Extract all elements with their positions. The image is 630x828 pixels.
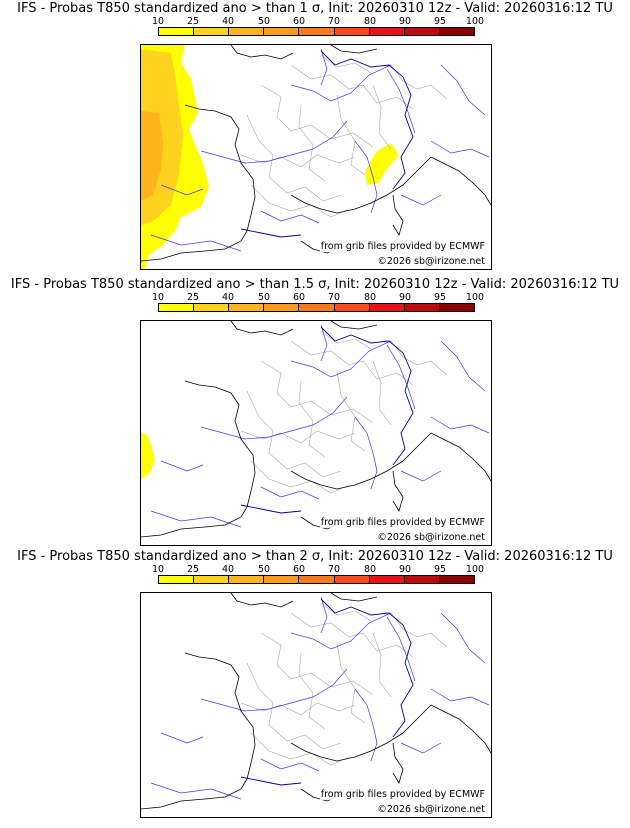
colorbar-swatch	[404, 576, 440, 583]
source-note: from grib files provided by ECMWF	[319, 789, 486, 800]
probability-fill	[141, 45, 399, 269]
colorbar-tick-label: 40	[221, 564, 235, 575]
colorbar-tick-label: 10	[151, 16, 165, 27]
panel-3: IFS - Probas T850 standardized ano > tha…	[0, 548, 630, 820]
map-frame: from grib files provided by ECMWF ©2026 …	[140, 592, 492, 818]
colorbar-tick-label: 10	[151, 292, 165, 303]
copyright: ©2026 sb@irizone.net	[376, 256, 486, 267]
colorbar-labels: 10 25 40 50 60 70 80 90 95 100	[152, 292, 484, 303]
probability-area-provence	[365, 143, 399, 185]
map-canvas	[141, 321, 491, 538]
map-frame: from grib files provided by ECMWF ©2026 …	[140, 320, 492, 546]
colorbar	[158, 27, 475, 36]
colorbar-swatch	[334, 28, 370, 35]
source-note: from grib files provided by ECMWF	[319, 241, 486, 252]
colorbar-tick-label: 80	[363, 16, 377, 27]
colorbar-tick-label: 70	[327, 16, 341, 27]
colorbar-swatch	[439, 576, 474, 583]
panel-title: IFS - Probas T850 standardized ano > tha…	[10, 277, 620, 292]
colorbar-tick-label: 60	[292, 16, 306, 27]
colorbar-tick-label: 95	[433, 16, 447, 27]
coastlines	[141, 593, 491, 810]
colorbar-labels: 10 25 40 50 60 70 80 90 95 100	[152, 16, 484, 27]
country-borders	[240, 50, 414, 238]
rivers	[150, 48, 490, 252]
copyright: ©2026 sb@irizone.net	[376, 804, 486, 815]
colorbar-swatch	[159, 304, 195, 311]
colorbar-tick-label: 60	[292, 564, 306, 575]
admin-boundaries	[240, 330, 448, 494]
colorbar-labels: 10 25 40 50 60 70 80 90 95 100	[152, 564, 484, 575]
map-canvas	[141, 45, 491, 269]
colorbar-tick-label: 70	[327, 292, 341, 303]
admin-boundaries	[240, 54, 448, 218]
colorbar-tick-label: 100	[465, 16, 485, 27]
source-note: from grib files provided by ECMWF	[319, 517, 486, 528]
colorbar	[158, 303, 475, 312]
colorbar-tick-label: 95	[433, 564, 447, 575]
admin-boundaries	[240, 602, 448, 766]
colorbar-swatch	[159, 28, 195, 35]
colorbar-tick-label: 10	[151, 564, 165, 575]
colorbar-swatch	[439, 28, 474, 35]
colorbar-tick-label: 90	[398, 16, 412, 27]
colorbar-tick-label: 40	[221, 16, 235, 27]
colorbar-swatch	[229, 28, 265, 35]
colorbar-tick-label: 100	[465, 292, 485, 303]
colorbar-swatch	[334, 304, 370, 311]
probability-area-10	[141, 433, 155, 479]
colorbar-swatch	[369, 28, 405, 35]
colorbar-tick-label: 90	[398, 292, 412, 303]
probability-area-40	[141, 111, 163, 201]
colorbar-tick-label: 50	[257, 292, 271, 303]
colorbar-swatch	[369, 304, 405, 311]
colorbar-tick-label: 70	[327, 564, 341, 575]
panel-2: IFS - Probas T850 standardized ano > tha…	[0, 276, 630, 548]
colorbar	[158, 575, 475, 584]
rivers	[150, 596, 490, 800]
colorbar-tick-label: 80	[363, 564, 377, 575]
colorbar-swatch	[404, 304, 440, 311]
map-frame: from grib files provided by ECMWF ©2026 …	[140, 44, 492, 270]
country-borders	[240, 326, 414, 514]
colorbar-swatch	[194, 28, 230, 35]
colorbar-tick-label: 80	[363, 292, 377, 303]
colorbar-tick-label: 90	[398, 564, 412, 575]
colorbar-swatch	[369, 576, 405, 583]
colorbar-swatch	[334, 576, 370, 583]
colorbar-tick-label: 60	[292, 292, 306, 303]
panel-title: IFS - Probas T850 standardized ano > tha…	[17, 1, 613, 16]
coastlines	[141, 321, 491, 538]
colorbar-tick-label: 25	[186, 292, 200, 303]
colorbar-swatch	[194, 304, 230, 311]
copyright: ©2026 sb@irizone.net	[376, 532, 486, 543]
probability-fill	[141, 433, 155, 479]
colorbar-swatch	[264, 304, 300, 311]
colorbar-swatch	[299, 304, 335, 311]
colorbar-swatch	[194, 576, 230, 583]
colorbar-swatch	[439, 304, 474, 311]
colorbar-tick-label: 50	[257, 564, 271, 575]
colorbar-swatch	[264, 576, 300, 583]
colorbar-tick-label: 100	[465, 564, 485, 575]
panel-1: IFS - Probas T850 standardized ano > tha…	[0, 0, 630, 272]
colorbar-swatch	[229, 304, 265, 311]
country-borders	[240, 598, 414, 786]
colorbar-tick-label: 25	[186, 16, 200, 27]
map-canvas	[141, 593, 491, 810]
colorbar-swatch	[159, 576, 195, 583]
rivers	[150, 324, 490, 528]
colorbar-swatch	[299, 28, 335, 35]
colorbar-tick-label: 40	[221, 292, 235, 303]
colorbar-swatch	[229, 576, 265, 583]
colorbar-swatch	[264, 28, 300, 35]
colorbar-tick-label: 50	[257, 16, 271, 27]
panel-title: IFS - Probas T850 standardized ano > tha…	[17, 549, 613, 564]
colorbar-tick-label: 95	[433, 292, 447, 303]
colorbar-swatch	[404, 28, 440, 35]
colorbar-tick-label: 25	[186, 564, 200, 575]
colorbar-swatch	[299, 576, 335, 583]
